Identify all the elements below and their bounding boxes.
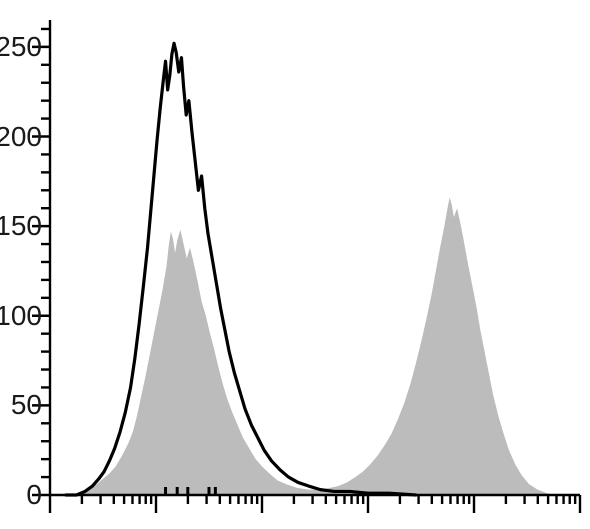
y-tick-label: 200 — [0, 121, 42, 153]
y-tick-label: 50 — [0, 389, 42, 421]
y-tick-label: 100 — [0, 300, 42, 332]
y-tick-label: 0 — [0, 479, 42, 511]
chart-svg — [0, 0, 590, 529]
flow-cytometry-histogram: 0 50 100 150 200 250 — [0, 0, 590, 529]
y-tick-label: 150 — [0, 210, 42, 242]
y-tick-label: 250 — [0, 31, 42, 63]
